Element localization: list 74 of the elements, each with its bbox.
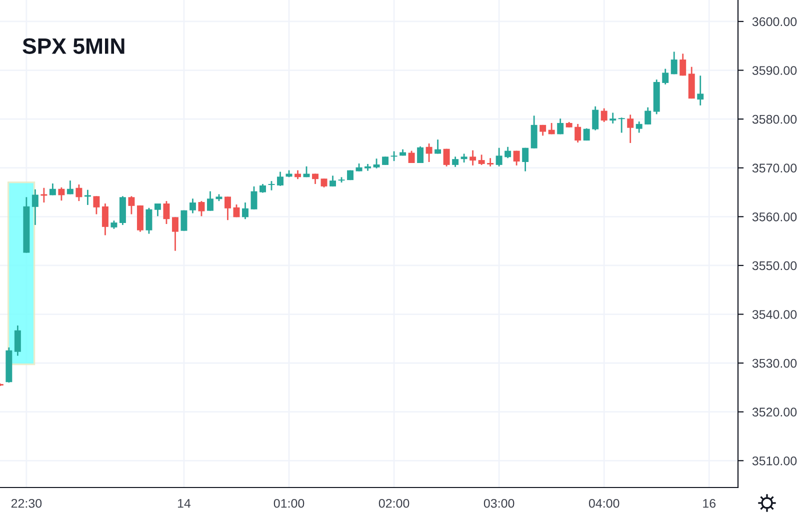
candlestick xyxy=(224,196,231,221)
candlestick xyxy=(32,188,38,226)
candlestick xyxy=(452,156,459,168)
candlestick xyxy=(434,138,442,154)
candlestick xyxy=(680,52,686,76)
candlestick xyxy=(636,120,642,134)
y-tick-label: 3550.00 xyxy=(752,261,797,270)
y-tick-label: 3510.00 xyxy=(752,456,797,466)
x-tick-label: 01:00 xyxy=(274,498,304,508)
candlestick xyxy=(470,150,476,166)
candlestick xyxy=(84,189,91,206)
candlestick xyxy=(530,114,538,150)
candlestick xyxy=(268,180,275,192)
y-tick-label: 3560.00 xyxy=(752,212,797,222)
candlestick xyxy=(426,142,432,163)
y-tick-label: 3580.00 xyxy=(752,114,797,124)
candlestick xyxy=(198,200,205,217)
y-tick-label: 3570.00 xyxy=(752,164,797,173)
x-tick-label: 02:00 xyxy=(378,498,410,508)
candlestick xyxy=(600,108,608,123)
y-tick-label: 3540.00 xyxy=(752,310,797,319)
candlestick xyxy=(154,202,161,217)
x-tick-label: 16 xyxy=(703,498,716,508)
candlestick xyxy=(206,190,214,212)
candlestick xyxy=(574,123,582,144)
y-tick-label: 3530.00 xyxy=(752,358,797,368)
y-tick-label: 3600.00 xyxy=(752,17,797,26)
candlestick xyxy=(478,154,485,166)
candlestick xyxy=(242,202,248,220)
candlestick xyxy=(102,202,108,236)
candlestick xyxy=(312,173,318,185)
candlestick xyxy=(662,68,669,86)
candlestick xyxy=(189,198,196,214)
candlestick xyxy=(408,150,415,164)
candlestick xyxy=(670,51,678,75)
candlestick xyxy=(522,147,529,172)
x-tick-label: 03:00 xyxy=(484,498,514,508)
candlestick xyxy=(496,147,502,168)
candlestick xyxy=(487,157,494,168)
candlestick xyxy=(146,207,152,234)
candlestick xyxy=(583,128,590,142)
candlestick xyxy=(40,187,48,204)
candlestick xyxy=(233,204,240,218)
candlestick xyxy=(250,186,258,210)
candlestick xyxy=(504,146,512,159)
candlestick xyxy=(557,118,564,135)
candlestick xyxy=(513,150,520,166)
candlestick xyxy=(627,114,634,144)
y-tick-label: 3590.00 xyxy=(752,66,797,75)
x-tick-label: 14 xyxy=(178,499,191,508)
candlestick xyxy=(172,216,178,252)
candlestick xyxy=(277,171,284,187)
candlestick xyxy=(76,184,82,202)
candlestick xyxy=(330,174,336,188)
candlestick xyxy=(14,324,21,356)
candlestick xyxy=(618,116,625,134)
candlestick xyxy=(697,74,704,106)
candlestick xyxy=(592,106,599,131)
candlestick xyxy=(66,180,74,195)
candlestick xyxy=(93,195,100,215)
x-tick-label: 22:30 xyxy=(11,498,42,508)
candlestick xyxy=(417,146,424,164)
candlestick xyxy=(373,158,380,170)
candlestick xyxy=(163,200,170,225)
candlestick xyxy=(610,112,616,124)
candlestick xyxy=(180,210,188,232)
candlestick xyxy=(58,186,65,202)
candlestick xyxy=(443,148,450,168)
text: SPX 5MIN xyxy=(22,38,124,54)
candlestick xyxy=(644,106,652,126)
x-tick-label: 04:00 xyxy=(588,498,620,508)
candlestick xyxy=(390,150,398,162)
y-tick-label: 3520.00 xyxy=(752,408,797,417)
candlestick xyxy=(128,195,135,215)
